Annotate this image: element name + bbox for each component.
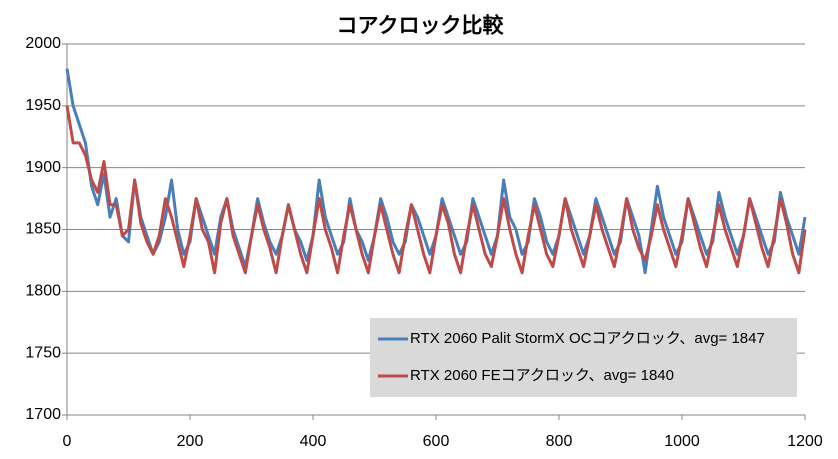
x-tick-label: 200: [177, 433, 204, 450]
legend-label: RTX 2060 FEコアクロック、avg= 1840: [410, 367, 674, 384]
y-tick-label: 1950: [25, 97, 61, 114]
y-tick-label: 1750: [25, 344, 61, 361]
x-tick-label: 800: [546, 433, 573, 450]
x-tick-label: 400: [300, 433, 327, 450]
data-line: [65, 105, 807, 275]
x-tick-label: 1200: [787, 433, 823, 450]
legend-box: [370, 318, 797, 397]
y-tick-label: 2000: [25, 35, 61, 52]
x-tick-label: 1000: [664, 433, 700, 450]
x-tick-label: 600: [423, 433, 450, 450]
y-tick-label: 1850: [25, 221, 61, 238]
y-tick-label: 1800: [25, 283, 61, 300]
x-tick-label: 0: [63, 433, 72, 450]
y-tick-label: 1900: [25, 159, 61, 176]
legend-label: RTX 2060 Palit StormX OCコアクロック、avg= 1847: [410, 330, 765, 347]
chart-title: コアクロック比較: [337, 14, 505, 38]
y-tick-label: 1700: [25, 406, 61, 423]
